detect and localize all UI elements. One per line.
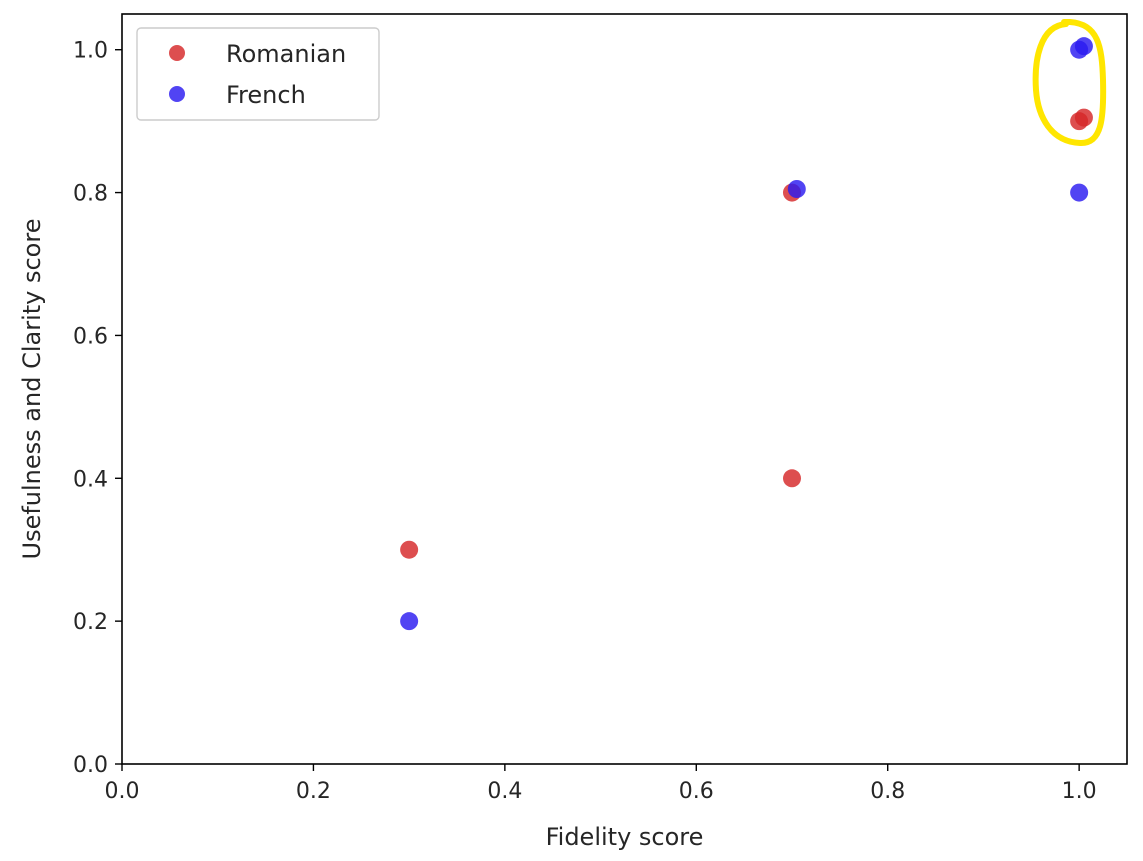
x-axis-label: Fidelity score — [546, 823, 704, 851]
x-axis-ticks: 0.0 0.2 0.4 0.6 0.8 1.0 — [105, 764, 1097, 804]
y-tick-label: 1.0 — [73, 39, 108, 64]
y-tick-label: 0.0 — [73, 753, 108, 778]
legend-marker-romanian — [169, 45, 185, 61]
legend-marker-french — [169, 86, 185, 102]
y-tick-label: 0.2 — [73, 610, 108, 635]
legend-box — [136, 27, 380, 121]
x-tick-label: 1.0 — [1062, 779, 1097, 804]
legend-label-romanian: Romanian — [226, 40, 346, 68]
legend-label-french: French — [226, 81, 306, 109]
plot-frame — [121, 13, 1128, 765]
plot-marks — [400, 37, 1093, 631]
data-point-french — [1074, 37, 1093, 56]
data-point-french — [787, 180, 806, 198]
data-point-romanian — [400, 540, 419, 559]
data-point-romanian — [1074, 108, 1093, 127]
data-point-romanian — [783, 469, 801, 488]
y-axis-ticks: 0.0 0.2 0.4 0.6 0.8 1.0 — [73, 39, 122, 778]
x-tick-label: 0.6 — [679, 779, 714, 804]
x-tick-label: 0.0 — [105, 779, 140, 804]
legend: Romanian French — [136, 27, 380, 121]
y-tick-label: 0.4 — [73, 467, 108, 492]
x-tick-label: 0.4 — [487, 779, 522, 804]
highlight-annotation — [1032, 19, 1107, 146]
y-axis-label: Usefulness and Clarity score — [18, 219, 46, 560]
x-tick-label: 0.8 — [870, 779, 905, 804]
data-point-french — [1070, 183, 1089, 202]
y-tick-label: 0.8 — [73, 182, 108, 207]
data-point-french — [400, 612, 419, 631]
y-tick-label: 0.6 — [73, 324, 108, 349]
x-tick-label: 0.2 — [296, 779, 331, 804]
